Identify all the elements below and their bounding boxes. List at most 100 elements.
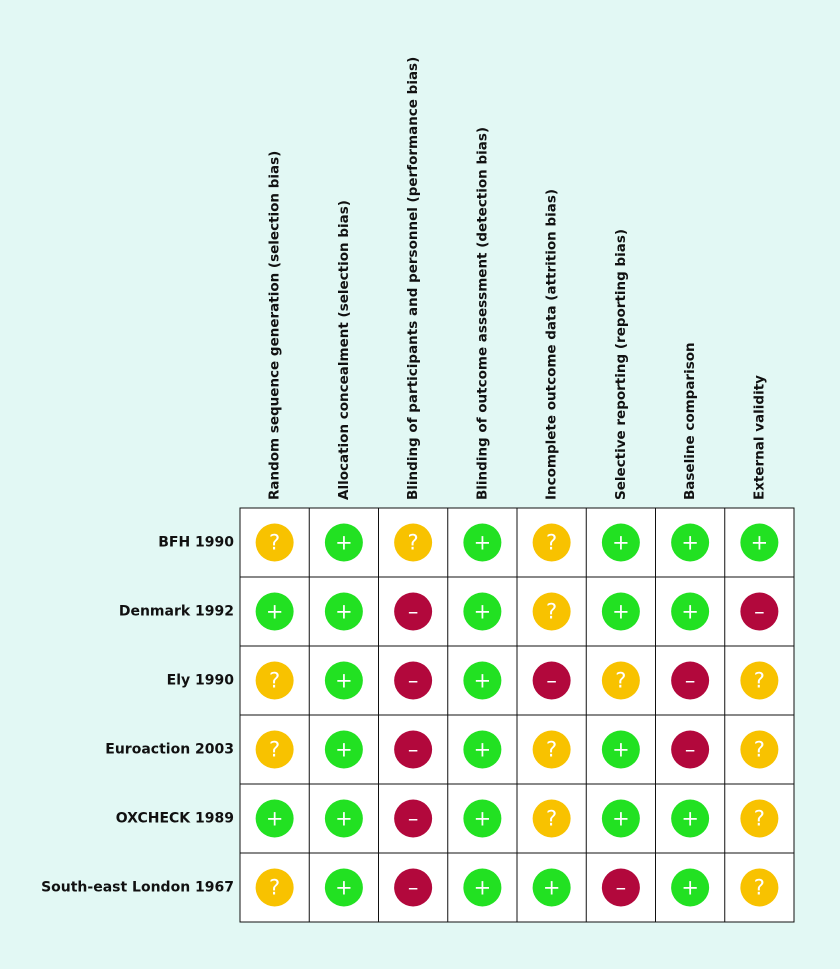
judgment-dot [463, 523, 502, 562]
judgment-symbol: ? [408, 531, 419, 555]
judgment-symbol: – [408, 738, 419, 762]
study-label: BFH 1990 [158, 535, 234, 551]
judgment-dot [324, 661, 363, 700]
judgment-dot [740, 523, 779, 562]
judgment-dot [394, 661, 433, 700]
judgment-dot [740, 661, 779, 700]
judgment-symbol: + [335, 738, 353, 762]
judgment-symbol: ? [546, 531, 557, 555]
judgment-symbol: + [612, 807, 630, 831]
judgment-symbol: + [474, 669, 492, 693]
judgment-symbol: ? [754, 807, 765, 831]
column-header: Baseline comparison [682, 342, 698, 500]
judgment-symbol: – [408, 807, 419, 831]
judgment-symbol: ? [546, 600, 557, 624]
judgment-symbol: + [681, 876, 699, 900]
judgment-symbol: + [474, 876, 492, 900]
column-header: Allocation concealment (selection bias) [336, 200, 352, 500]
judgment-dot [601, 592, 640, 631]
judgment-dot [601, 868, 640, 907]
judgment-dot [671, 868, 710, 907]
judgment-symbol: + [681, 807, 699, 831]
judgment-dot [532, 592, 571, 631]
judgment-symbol: + [335, 807, 353, 831]
judgment-symbol: – [408, 669, 419, 693]
judgment-dot [740, 799, 779, 838]
judgment-symbol: ? [269, 876, 280, 900]
column-header: External validity [751, 375, 767, 500]
judgment-symbol: + [266, 600, 284, 624]
judgment-dot [740, 868, 779, 907]
judgment-dot [601, 661, 640, 700]
study-label: Denmark 1992 [119, 604, 234, 620]
judgment-symbol: ? [615, 669, 626, 693]
judgment-dot [671, 730, 710, 769]
judgment-dot [255, 730, 294, 769]
study-label: OXCHECK 1989 [116, 811, 234, 827]
judgment-symbol: ? [269, 669, 280, 693]
judgment-dot [601, 799, 640, 838]
judgment-dot [532, 661, 571, 700]
judgment-symbol: ? [269, 531, 280, 555]
judgment-symbol: – [616, 876, 627, 900]
judgment-dot [601, 523, 640, 562]
judgment-symbol: – [685, 669, 696, 693]
judgment-dot [532, 730, 571, 769]
judgment-dot [394, 799, 433, 838]
judgment-symbol: + [612, 600, 630, 624]
judgment-dot [671, 799, 710, 838]
column-header: Blinding of outcome assessment (detectio… [474, 127, 490, 500]
judgment-dot [255, 661, 294, 700]
judgment-dot [671, 661, 710, 700]
judgment-symbol: ? [269, 738, 280, 762]
judgment-symbol: ? [546, 738, 557, 762]
column-header: Selective reporting (reporting bias) [613, 229, 629, 500]
judgment-dot [394, 730, 433, 769]
judgment-dot [255, 523, 294, 562]
judgment-symbol: + [474, 531, 492, 555]
judgment-dot [255, 868, 294, 907]
judgment-dot [324, 799, 363, 838]
judgment-dot [463, 661, 502, 700]
judgment-symbol: + [335, 600, 353, 624]
judgment-dot [324, 868, 363, 907]
judgment-dot [463, 868, 502, 907]
judgment-symbol: + [681, 531, 699, 555]
judgment-dot [255, 799, 294, 838]
judgment-symbol: + [474, 738, 492, 762]
judgment-symbol: – [408, 600, 419, 624]
judgment-dot [324, 730, 363, 769]
judgment-symbol: + [543, 876, 561, 900]
judgment-symbol: + [474, 807, 492, 831]
judgment-dot [324, 592, 363, 631]
judgment-symbol: + [751, 531, 769, 555]
judgment-dot [394, 592, 433, 631]
judgment-symbol: + [335, 876, 353, 900]
column-header: Blinding of participants and personnel (… [405, 57, 421, 500]
judgment-symbol: + [335, 531, 353, 555]
judgment-symbol: – [408, 876, 419, 900]
judgment-dot [463, 592, 502, 631]
judgment-symbol: + [612, 531, 630, 555]
judgment-symbol: + [474, 600, 492, 624]
judgment-dot [740, 592, 779, 631]
judgment-symbol: – [546, 669, 557, 693]
judgment-symbol: ? [754, 669, 765, 693]
judgment-dot [601, 730, 640, 769]
judgment-dot [394, 868, 433, 907]
judgment-dot [532, 868, 571, 907]
judgment-dot [394, 523, 433, 562]
column-header: Random sequence generation (selection bi… [267, 151, 283, 500]
judgment-dot [463, 730, 502, 769]
judgment-symbol: – [685, 738, 696, 762]
judgment-dot [255, 592, 294, 631]
judgment-symbol: + [681, 600, 699, 624]
judgment-symbol: + [612, 738, 630, 762]
judgment-dot [671, 523, 710, 562]
judgment-symbol: ? [546, 807, 557, 831]
judgment-dot [463, 799, 502, 838]
judgment-dot [740, 730, 779, 769]
judgment-symbol: ? [754, 876, 765, 900]
judgment-dot [324, 523, 363, 562]
